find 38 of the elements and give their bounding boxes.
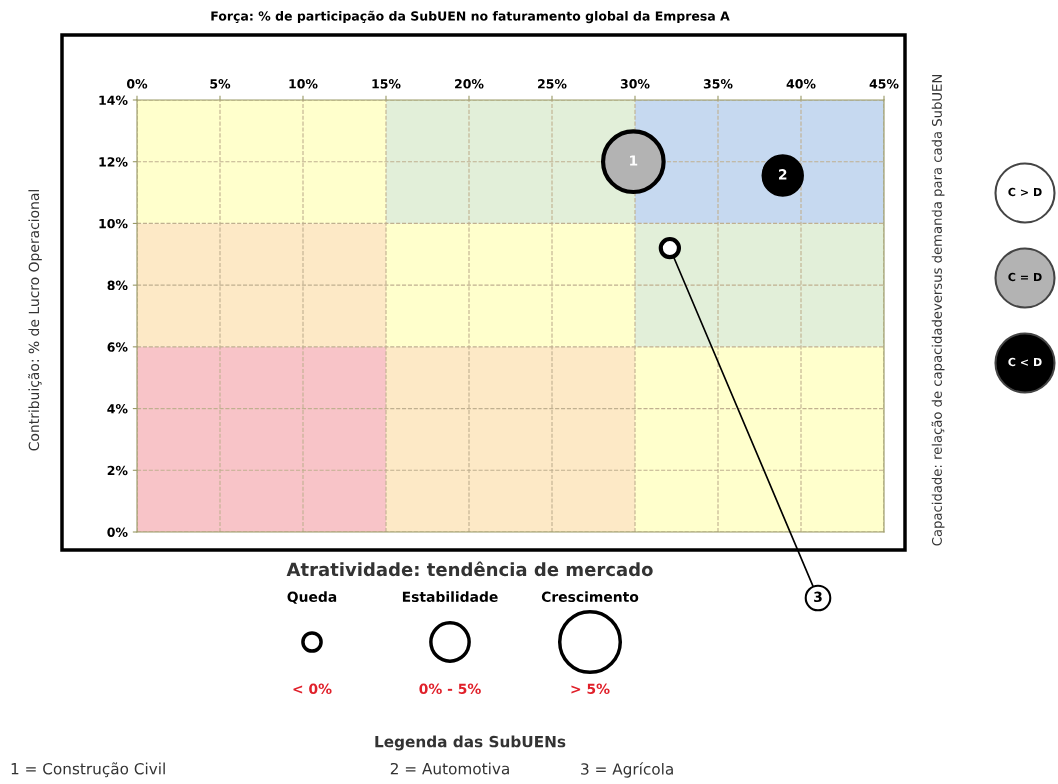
annotation: 1 <box>630 155 638 166</box>
x-tick-label: 0% <box>126 79 148 89</box>
text: < 0% <box>293 683 332 695</box>
text: 2 = Automotiva <box>390 762 509 775</box>
text: 3 = Agrícola <box>581 762 673 778</box>
text: Estabilidade <box>402 591 498 603</box>
text: Queda <box>287 591 337 604</box>
y-tick-label: 0% <box>107 527 128 537</box>
text: 0% - 5% <box>419 683 481 695</box>
text: Crescimento <box>541 591 639 603</box>
x-tick-label: 45% <box>869 79 899 89</box>
text: C < D <box>1008 357 1042 367</box>
x-tick-label: 40% <box>786 79 816 89</box>
y-tick-label: 14% <box>99 95 128 105</box>
annotation: 2 <box>779 169 787 180</box>
x-tick-label: 10% <box>289 79 318 89</box>
text: Legenda das SubUENs <box>375 735 566 751</box>
y-tick-label: 4% <box>107 404 128 414</box>
text: C = D <box>1008 272 1042 282</box>
y-axis-title: Contribuição: % de Lucro Operacional <box>28 190 42 451</box>
y-tick-label: 8% <box>107 280 128 291</box>
text: 1 = Construção Civil <box>11 762 165 778</box>
x-tick-label: 15% <box>372 79 401 89</box>
y-tick-label: 6% <box>107 342 128 352</box>
annotation: 3 <box>814 591 822 603</box>
text: Capacidade: relação de capacidadeversus demanda para cada SubUEN <box>931 75 945 546</box>
x-tick-label: 20% <box>455 79 484 89</box>
x-tick-label: 25% <box>538 79 567 89</box>
x-tick-label: 5% <box>210 79 231 89</box>
text: > 5% <box>571 683 610 695</box>
y-tick-label: 10% <box>99 218 128 229</box>
x-tick-label: 35% <box>703 79 733 89</box>
y-tick-label: 2% <box>107 465 128 476</box>
text: Atratividade: tendência de mercado <box>286 561 653 577</box>
y-tick-label: 12% <box>99 157 128 167</box>
text: C > D <box>1008 187 1042 197</box>
x-axis-title: Força: % de participação da SubUEN no faturamento global da Empresa A <box>211 10 730 24</box>
x-tick-label: 30% <box>620 79 650 89</box>
